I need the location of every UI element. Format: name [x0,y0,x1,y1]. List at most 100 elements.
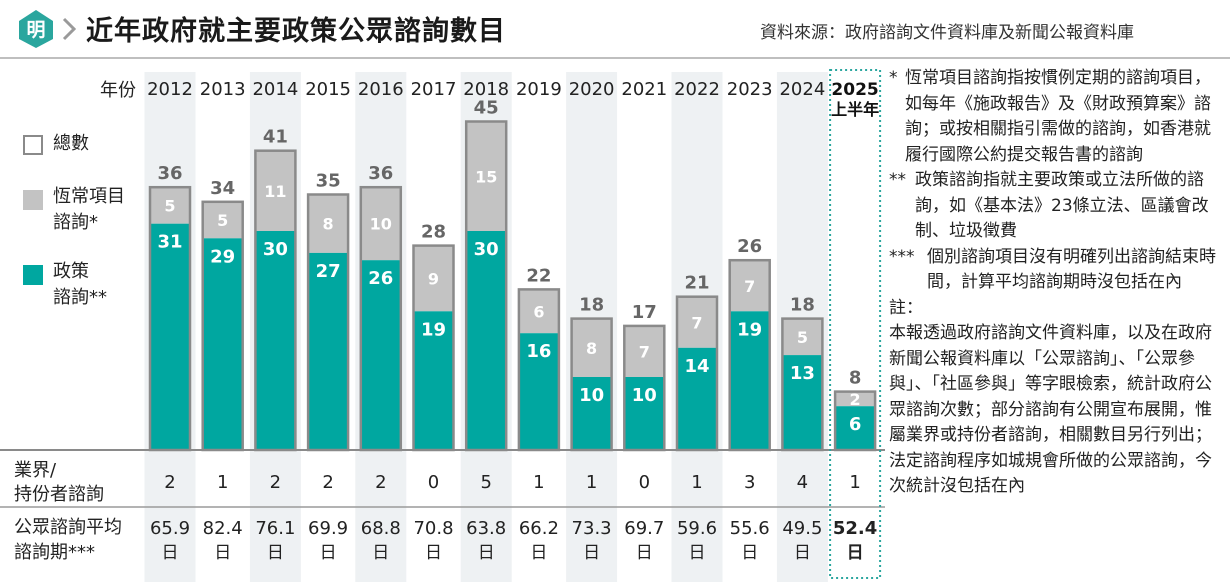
routine-bar [202,201,243,239]
routine-bar [729,260,770,312]
routine-bar [255,150,296,231]
routine-bar [518,289,559,334]
policy-label: 19 [737,319,762,340]
legend-routine-label-1: 恆常項目 [53,186,125,207]
year-label: 2022 [674,79,720,100]
ming-pao-logo: 明 [19,10,53,48]
total-label: 35 [316,171,341,192]
industry-value: 1 [691,472,702,493]
source-credit: 資料來源：政府諮詢文件資料庫及新聞公報資料庫 [760,23,1134,43]
total-label: 18 [790,295,815,316]
year-label: 2020 [569,79,615,100]
table-rows: 2 65.9 日 1 82.4 日 2 76.1 日 2 69.9 日 2 68.8 日 0 70.8 日 5 63.… [150,472,877,563]
footnote-1: * 恆常項目諮詢指按慣例定期的諮詢項目，如每年《施政報告》及《財政預算案》諮詢；… [889,66,1224,168]
policy-bar [782,355,823,450]
total-bar-outline [781,317,824,452]
policy-bar [729,311,770,450]
industry-value: 2 [322,472,333,493]
logo-char: 明 [26,19,45,41]
policy-bar [202,238,243,450]
routine-label: 5 [164,196,175,215]
page-title: 近年政府就主要政策公眾諮詢數目 [86,16,506,47]
year-label: 2012 [147,79,193,100]
year-row-label: 年份 [100,80,136,101]
policy-label: 30 [474,239,499,260]
total-label: 28 [421,222,446,243]
footnote-2-mark: ** [889,170,906,190]
footnote-2-text: 政策諮詢指就主要政策或立法所做的諮詢，如《基本法》23條立法、區議會改制、垃圾徵… [915,170,1209,241]
avg-days-value: 65.9 [150,518,190,539]
notes-panel: * 恆常項目諮詢指按慣例定期的諮詢項目，如每年《施政報告》及《財政預算案》諮詢；… [889,66,1224,500]
avg-days-value: 82.4 [203,518,243,539]
policy-label: 10 [632,385,657,406]
routine-bar [624,325,665,377]
total-bar-outline [412,244,455,452]
avg-days-unit: 日 [636,543,653,563]
footnote-3-text: 個別諮詢項目沒有明確列出諮詢結束時間，計算平均諮詢期時沒包括在內 [927,246,1216,293]
policy-bar [466,231,507,450]
industry-value: 1 [849,472,860,493]
total-bar-outline [201,200,244,452]
total-label: 36 [157,163,182,184]
policy-bar [413,311,454,450]
total-bar-outline [623,324,666,452]
routine-bar [677,296,717,348]
avg-row-label-2: 諮詢期*** [14,542,95,563]
policy-bar [518,333,559,450]
routine-label: 11 [264,182,286,201]
avg-days-unit: 日 [530,543,547,563]
avg-days-value: 69.9 [308,518,348,539]
industry-value: 1 [533,472,544,493]
policy-bar [308,252,349,450]
avg-days-unit: 日 [847,543,864,563]
legend-total-swatch [23,135,43,155]
footnote-2: ** 政策諮詢指就主要政策或立法所做的諮詢，如《基本法》23條立法、區議會改制、… [889,168,1224,245]
legend-policy-label-2: 諮詢** [53,287,107,308]
year-label: 2013 [200,79,246,100]
avg-days-value: 76.1 [255,518,295,539]
total-label: 41 [263,127,288,148]
latest-period-highlight [829,69,882,579]
avg-days-value: 55.6 [730,518,770,539]
policy-bar [677,347,717,450]
policy-label: 19 [421,319,446,340]
avg-days-unit: 日 [689,543,706,563]
year-label: 2015 [305,79,351,100]
bar-series [148,120,877,452]
legend-routine-swatch [23,190,43,210]
avg-days-value: 68.8 [361,518,401,539]
avg-days-unit: 日 [794,543,811,563]
consultation-chart: 3653134529411130358273610262891945153022… [0,69,885,582]
total-bar-outline [464,120,508,452]
header-divider [0,57,1230,59]
routine-bar [466,121,507,231]
avg-days-unit: 日 [320,543,337,563]
avg-days-unit: 日 [267,543,284,563]
routine-bar [150,187,190,224]
year-label: 2024 [779,79,825,100]
policy-bar [571,377,612,450]
policy-label: 10 [579,385,604,406]
policy-bar [835,406,876,450]
total-label: 18 [579,295,604,316]
policy-bar [360,260,401,450]
bar-labels: 3653134529411130358273610262891945153022… [157,98,861,436]
total-bar-outline [517,288,561,452]
highlight-frame [829,69,882,579]
avg-days-value: 69.7 [624,518,664,539]
routine-label: 5 [797,328,808,347]
industry-value: 1 [586,472,597,493]
total-bar-outline [359,185,403,452]
routine-label: 7 [744,277,755,296]
industry-value: 0 [428,472,439,493]
avg-days-value: 49.5 [782,518,822,539]
industry-value: 2 [270,472,281,493]
policy-bar [624,377,665,450]
policy-label: 13 [790,363,815,384]
policy-label: 26 [368,268,393,289]
policy-bar [150,223,190,450]
year-label-sub: 上半年 [831,100,879,119]
year-label: 2014 [252,79,298,100]
footnote-3: *** 個別諮詢項目沒有明確列出諮詢結束時間，計算平均諮詢期時沒包括在內 [889,245,1224,296]
avg-days-unit: 日 [741,543,758,563]
